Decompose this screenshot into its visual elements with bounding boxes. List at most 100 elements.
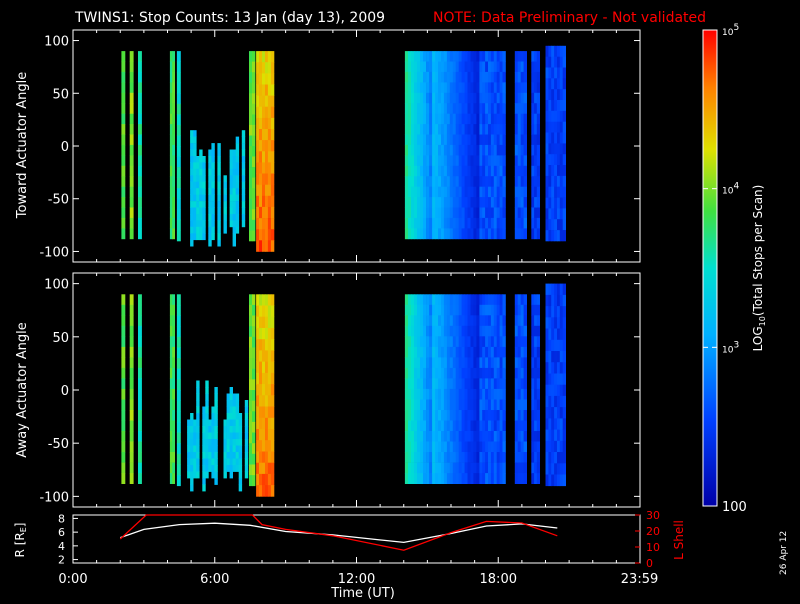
heatmap-cell — [551, 121, 555, 133]
heatmap-cell — [441, 388, 445, 400]
heatmap-cell — [265, 140, 269, 152]
heatmap-cell — [270, 129, 275, 141]
heatmap-cell — [241, 214, 246, 221]
heatmap-cell — [172, 165, 175, 177]
heatmap-cell — [559, 351, 564, 363]
heatmap-cell — [414, 304, 418, 316]
heatmap-cell — [414, 51, 418, 62]
heatmap-cell — [190, 207, 194, 215]
heatmap-cell — [485, 61, 489, 73]
heatmap-cell — [514, 103, 519, 114]
heatmap-cell — [458, 82, 463, 94]
heatmap-cell — [470, 207, 474, 219]
heatmap-cell — [470, 420, 474, 432]
heatmap-cell — [562, 317, 566, 329]
heatmap-cell — [414, 388, 418, 400]
heatmap-cell — [172, 144, 175, 156]
heatmap-cell — [493, 186, 498, 198]
heatmap-cell — [438, 82, 442, 94]
heatmap-cell — [267, 140, 272, 152]
heatmap-cell — [169, 304, 173, 316]
heatmap-cell — [267, 485, 272, 497]
heatmap-cell — [411, 165, 415, 177]
heatmap-cell — [514, 186, 519, 198]
heatmap-cell — [417, 336, 421, 348]
heatmap-cell — [169, 71, 173, 83]
heatmap-cell — [557, 474, 561, 487]
heatmap-cell — [435, 186, 439, 198]
heatmap-cell — [449, 473, 454, 484]
heatmap-cell — [169, 357, 173, 369]
heatmap-cell — [265, 206, 269, 219]
heatmap-cell — [232, 214, 236, 221]
heatmap-cell — [121, 155, 126, 167]
heatmap-cell — [455, 441, 460, 453]
heatmap-cell — [214, 458, 218, 466]
heatmap-cell — [470, 315, 474, 327]
heatmap-cell — [536, 155, 540, 167]
heatmap-cell — [479, 124, 483, 135]
heatmap-cell — [559, 45, 564, 57]
heatmap-cell — [443, 144, 448, 156]
heatmap-cell — [531, 325, 535, 337]
heatmap-cell — [488, 61, 492, 73]
heatmap-cell — [551, 165, 555, 177]
heatmap-cell — [256, 339, 260, 351]
heatmap-cell — [265, 95, 269, 108]
heatmap-cell — [429, 113, 433, 125]
heatmap-cell — [452, 420, 457, 432]
heatmap-cell — [438, 367, 442, 379]
heatmap-cell — [455, 134, 460, 146]
heatmap-cell — [514, 399, 519, 411]
heatmap-cell — [252, 146, 256, 157]
heatmap-cell — [404, 186, 409, 198]
heatmap-cell — [176, 93, 181, 105]
colorbar-label-suffix: (Total Stops per Scan) — [751, 185, 765, 316]
heatmap-cell — [172, 294, 175, 306]
heatmap-cell — [520, 155, 525, 167]
heatmap-cell — [249, 421, 253, 433]
heatmap-cell — [411, 336, 415, 348]
heatmap-cell — [172, 113, 175, 125]
heatmap-cell — [554, 45, 558, 57]
heatmap-cell — [176, 443, 181, 455]
lshell-line — [119, 514, 558, 551]
heatmap-cell — [470, 378, 474, 390]
heatmap-cell — [262, 417, 266, 430]
heatmap-cell — [452, 378, 457, 390]
heatmap-cell — [531, 228, 535, 240]
heatmap-cell — [473, 294, 477, 306]
heatmap-cell — [265, 406, 269, 419]
heatmap-cell — [490, 441, 495, 453]
heatmap-cell — [196, 168, 200, 176]
heatmap-cell — [464, 420, 468, 432]
heatmap-cell — [411, 144, 415, 156]
heatmap-cell — [176, 347, 181, 359]
heatmap-cell — [502, 336, 506, 348]
heatmap-cell — [138, 399, 142, 411]
heatmap-cell — [458, 473, 463, 484]
heatmap-cell — [493, 134, 498, 146]
heatmap-cell — [211, 175, 215, 183]
heatmap-cell — [548, 154, 552, 166]
heatmap-cell — [259, 361, 263, 374]
heatmap-cell — [476, 61, 480, 73]
heatmap-cell — [214, 426, 218, 433]
heatmap-cell — [479, 315, 483, 327]
heatmap-cell — [488, 388, 492, 400]
heatmap-cell — [496, 144, 500, 156]
heatmap-cell — [482, 186, 486, 198]
heatmap-cell — [438, 452, 442, 463]
heatmap-cell — [129, 304, 134, 316]
heatmap-cell — [169, 186, 173, 198]
heatmap-cell — [449, 336, 454, 348]
heatmap-cell — [488, 473, 492, 484]
heatmap-cell — [262, 129, 266, 141]
heatmap-band — [129, 51, 134, 240]
heatmap-cell — [121, 346, 126, 358]
heatmap-cell — [520, 336, 525, 348]
heatmap-cell — [256, 73, 260, 85]
heatmap-cell — [452, 346, 457, 358]
heatmap-cell — [470, 462, 474, 474]
heatmap-cell — [223, 471, 227, 479]
